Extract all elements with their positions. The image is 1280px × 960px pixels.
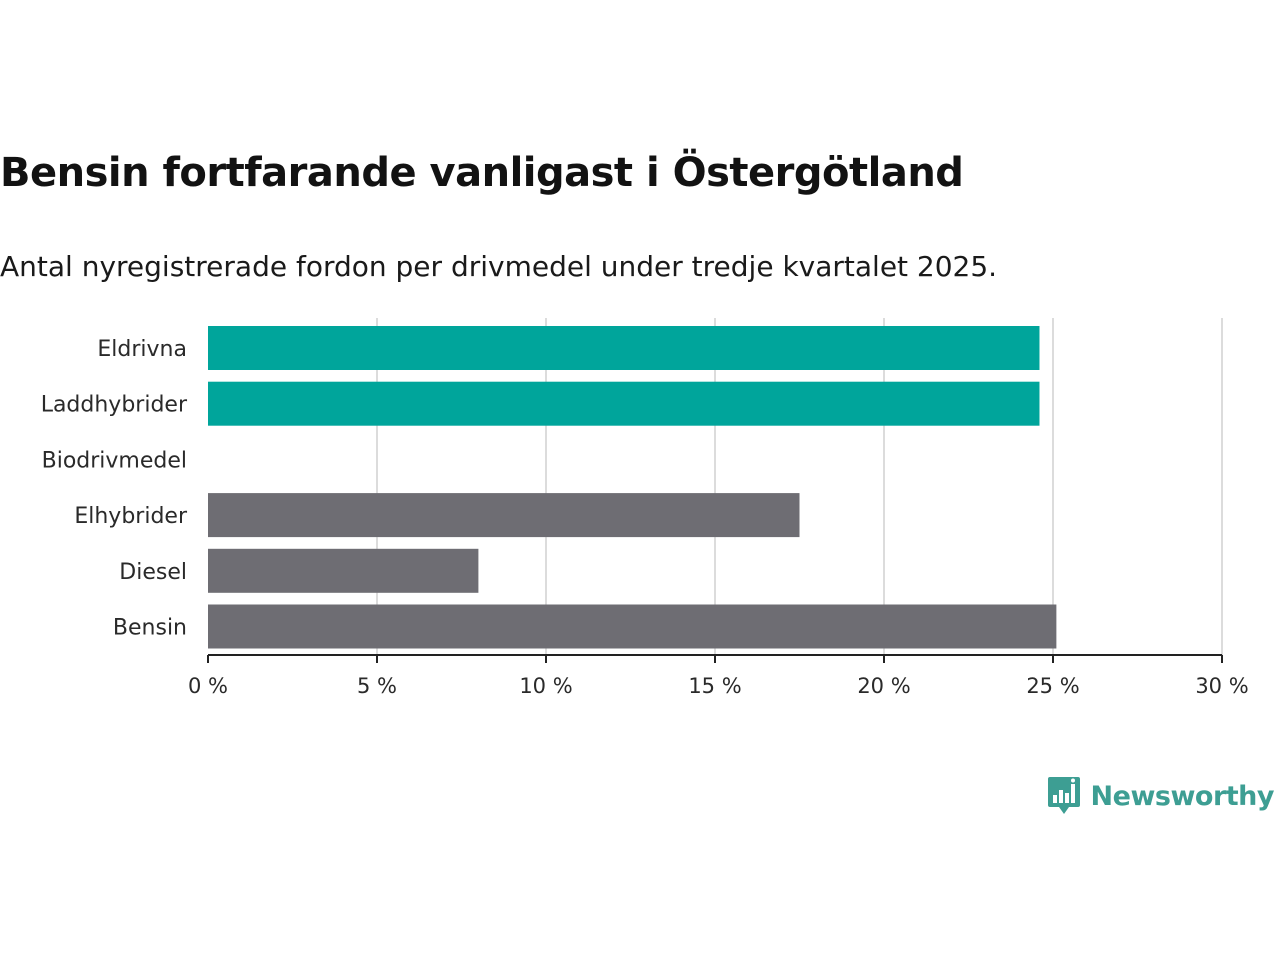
category-label: Diesel <box>119 560 187 585</box>
x-axis: 0 % 5 % 10 % 15 % 20 % 25 % 30 % <box>188 654 1249 698</box>
gridlines <box>376 318 1223 655</box>
newsworthy-logo-icon <box>1047 777 1080 814</box>
bar-diesel <box>208 548 479 593</box>
x-tick-label: 10 % <box>519 674 572 698</box>
bar-bensin <box>208 604 1057 649</box>
chart-title: Bensin fortfarande vanligast i Östergötl… <box>0 150 964 196</box>
x-tick-label: 25 % <box>1026 674 1079 698</box>
x-tick-label: 5 % <box>357 674 397 698</box>
x-tick-label: 20 % <box>857 674 910 698</box>
newsworthy-logo: Newsworthy <box>1047 776 1275 816</box>
category-labels: Eldrivna Laddhybrider Biodrivmedel Elhybrid… <box>41 337 188 641</box>
x-tick-label: 15 % <box>688 674 741 698</box>
category-label: Biodrivmedel <box>42 448 187 473</box>
bar-laddhybrider <box>208 381 1040 426</box>
category-label: Laddhybrider <box>41 393 188 418</box>
newsworthy-logo-text: Newsworthy <box>1090 780 1275 812</box>
category-label: Eldrivna <box>97 337 187 362</box>
bars <box>208 326 1057 649</box>
category-label: Elhybrider <box>74 504 188 529</box>
chart-subtitle: Antal nyregistrerade fordon per drivmede… <box>0 250 998 283</box>
bar-elhybrider <box>208 493 800 538</box>
x-tick-label: 30 % <box>1195 674 1248 698</box>
bar-eldrivna <box>208 326 1040 370</box>
x-tick-label: 0 % <box>188 674 228 698</box>
category-label: Bensin <box>113 616 187 641</box>
